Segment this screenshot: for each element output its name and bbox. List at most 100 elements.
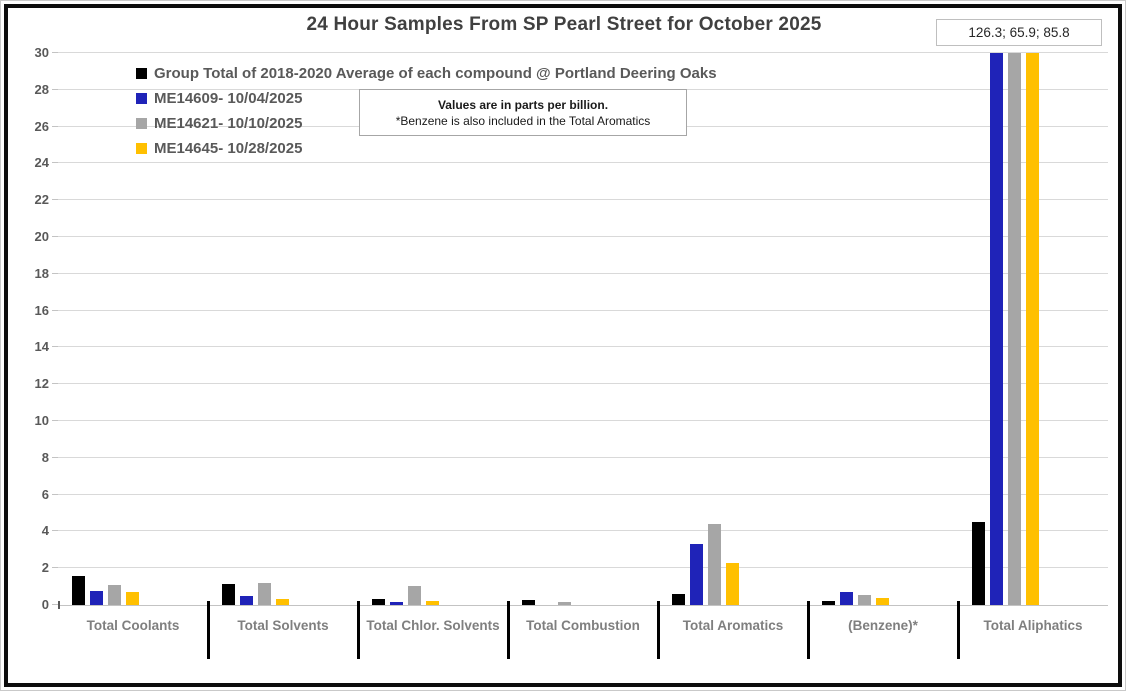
bar bbox=[72, 576, 85, 605]
legend-swatch-icon bbox=[136, 68, 147, 79]
bar bbox=[126, 592, 139, 605]
y-axis-tick bbox=[52, 236, 58, 237]
y-axis-tick bbox=[52, 52, 58, 53]
category-label: Total Combustion bbox=[526, 617, 640, 633]
category-separator bbox=[807, 601, 810, 659]
bar bbox=[390, 602, 403, 605]
category-label: Total Aliphatics bbox=[983, 617, 1083, 633]
y-axis-tick-label: 14 bbox=[34, 339, 49, 355]
y-axis-tick-label: 20 bbox=[34, 229, 49, 244]
note-box: Values are in parts per billion. *Benzen… bbox=[359, 89, 687, 136]
gridline bbox=[58, 493, 1108, 495]
category-separator bbox=[957, 601, 960, 659]
category-label: Total Aromatics bbox=[682, 617, 784, 633]
gridline bbox=[58, 456, 1108, 458]
gridline bbox=[58, 309, 1108, 311]
bar bbox=[876, 598, 889, 605]
bar bbox=[558, 602, 571, 605]
legend-item: Group Total of 2018-2020 Average of each… bbox=[136, 61, 717, 86]
bar bbox=[708, 524, 721, 605]
y-axis-tick-label: 26 bbox=[34, 118, 49, 134]
y-axis-tick bbox=[52, 346, 58, 348]
bar bbox=[990, 53, 1003, 605]
note-line-units: Values are in parts per billion. bbox=[437, 97, 609, 112]
legend-label: Group Total of 2018-2020 Average of each… bbox=[154, 65, 717, 82]
legend-label: ME14621- 10/10/2025 bbox=[154, 115, 303, 132]
y-axis-tick-label: 28 bbox=[34, 81, 49, 97]
bar bbox=[222, 584, 235, 605]
gridline bbox=[58, 199, 1108, 201]
legend-item: ME14645- 10/28/2025 bbox=[136, 136, 717, 161]
y-axis-tick bbox=[52, 604, 58, 605]
legend-swatch-icon bbox=[136, 143, 147, 154]
category-label: Total Chlor. Solvents bbox=[366, 617, 500, 633]
bar bbox=[408, 586, 421, 605]
gridline bbox=[58, 272, 1108, 274]
y-axis-tick bbox=[52, 309, 58, 311]
legend-swatch-icon bbox=[136, 118, 147, 129]
y-axis-tick bbox=[52, 493, 58, 495]
gridline bbox=[58, 236, 1108, 237]
bar bbox=[90, 591, 103, 605]
gridline bbox=[58, 346, 1108, 348]
bar bbox=[672, 594, 685, 605]
bar bbox=[690, 544, 703, 605]
legend-swatch-icon bbox=[136, 93, 147, 104]
category-label: Total Coolants bbox=[86, 617, 180, 633]
category-label: (Benzene)* bbox=[848, 617, 918, 633]
bar bbox=[822, 601, 835, 605]
y-axis-tick bbox=[52, 383, 58, 385]
offscale-value-box: 126.3; 65.9; 85.8 bbox=[936, 19, 1102, 46]
legend-item: ME14609- 10/04/2025 bbox=[136, 86, 717, 111]
note-line-benzene: *Benzene is also included in the Total A… bbox=[395, 113, 651, 128]
bar bbox=[108, 585, 121, 605]
y-axis-tick-label: 0 bbox=[41, 597, 49, 612]
y-axis-tick-label: 8 bbox=[41, 449, 49, 465]
x-axis-line bbox=[58, 605, 1108, 606]
plot-area bbox=[58, 52, 1108, 606]
bar bbox=[1008, 53, 1021, 605]
legend-label: ME14609- 10/04/2025 bbox=[154, 90, 303, 107]
y-axis-tick-label: 10 bbox=[34, 413, 49, 428]
bar bbox=[726, 563, 739, 605]
gridline bbox=[58, 383, 1108, 385]
y-axis-tick-label: 6 bbox=[41, 486, 49, 502]
chart-title: 24 Hour Samples From SP Pearl Street for… bbox=[306, 14, 822, 35]
category-separator bbox=[207, 601, 210, 659]
bar bbox=[522, 600, 535, 605]
y-axis-tick bbox=[52, 567, 58, 569]
y-axis-tick bbox=[52, 456, 58, 458]
y-axis-tick-label: 24 bbox=[34, 155, 49, 171]
bar bbox=[1026, 53, 1039, 605]
bar bbox=[258, 583, 271, 605]
y-axis-tick bbox=[52, 530, 58, 532]
y-axis-tick-label: 12 bbox=[34, 376, 49, 392]
legend-item: ME14621- 10/10/2025 bbox=[136, 111, 717, 136]
bar bbox=[840, 592, 853, 605]
y-axis-tick-label: 16 bbox=[34, 302, 49, 318]
y-axis-tick-label: 30 bbox=[34, 45, 49, 60]
offscale-values-text: 126.3; 65.9; 85.8 bbox=[968, 25, 1070, 40]
bar bbox=[240, 596, 253, 605]
y-axis-tick bbox=[52, 88, 58, 90]
y-axis-tick bbox=[52, 199, 58, 201]
bar bbox=[276, 599, 289, 605]
category-label: Total Solvents bbox=[237, 617, 329, 633]
category-separator bbox=[507, 601, 510, 659]
y-axis-tick bbox=[52, 162, 58, 164]
y-axis-tick bbox=[52, 125, 58, 127]
gridline bbox=[58, 530, 1108, 532]
x-axis-origin-tick bbox=[58, 601, 60, 609]
bar bbox=[372, 599, 385, 605]
y-axis-tick-label: 4 bbox=[41, 523, 49, 539]
bar bbox=[426, 601, 439, 605]
y-axis-tick-label: 2 bbox=[41, 560, 49, 576]
bar bbox=[972, 522, 985, 605]
category-separator bbox=[657, 601, 660, 659]
legend-label: ME14645- 10/28/2025 bbox=[154, 140, 303, 157]
gridline bbox=[58, 52, 1108, 53]
y-axis-tick-label: 18 bbox=[34, 265, 49, 281]
gridline bbox=[58, 162, 1108, 164]
y-axis-tick bbox=[52, 272, 58, 274]
